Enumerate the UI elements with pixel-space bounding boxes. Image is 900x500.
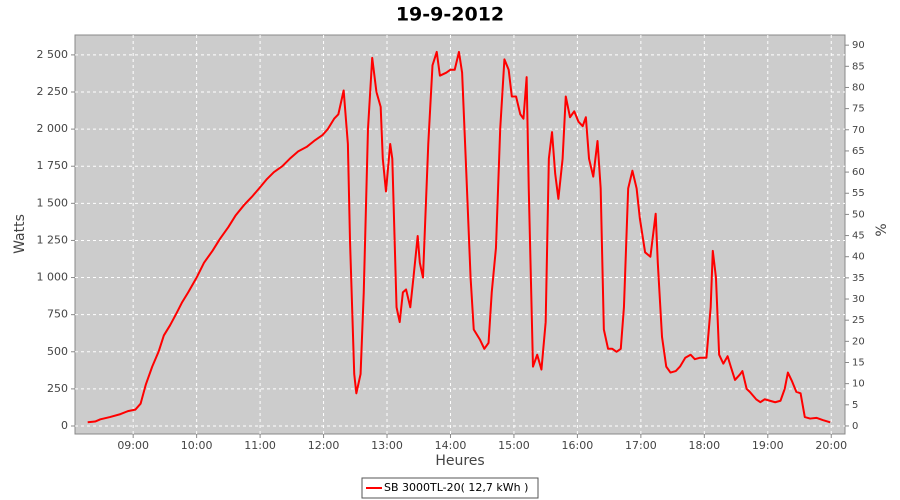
- y2-axis-label: %: [874, 223, 890, 236]
- y2-tick-label: 65: [852, 146, 865, 157]
- y-tick-label: 750: [47, 308, 68, 321]
- legend: [361, 477, 539, 499]
- y2-tick-label: 60: [852, 167, 865, 178]
- y-tick-label: 2 500: [37, 48, 69, 61]
- y-tick-label: 1 750: [37, 159, 69, 172]
- y2-tick-label: 15: [852, 357, 865, 368]
- x-tick-label: 16:00: [562, 439, 594, 452]
- y2-tick-label: 10: [852, 379, 865, 390]
- y-tick-label: 250: [47, 382, 68, 395]
- y2-tick-label: 25: [852, 315, 865, 326]
- y2-tick-label: 0: [852, 421, 858, 432]
- y2-tick-label: 40: [852, 252, 865, 263]
- y2-tick-label: 30: [852, 294, 865, 305]
- y2-tick-label: 20: [852, 336, 865, 347]
- y-tick-label: 1 250: [37, 233, 69, 246]
- chart-title: 19-9-2012: [396, 4, 504, 26]
- plot-area: [74, 34, 846, 435]
- y2-tick-label: 50: [852, 209, 865, 220]
- y-tick-label: 500: [47, 345, 68, 358]
- y2-tick-label: 75: [852, 104, 865, 115]
- y-tick-label: 1 000: [37, 271, 69, 284]
- x-tick-label: 15:00: [498, 439, 530, 452]
- y2-tick-label: 35: [852, 273, 865, 284]
- legend-label: SB 3000TL-20( 12,7 kWh ): [384, 481, 528, 494]
- x-tick-label: 12:00: [308, 439, 340, 452]
- y2-tick-label: 55: [852, 188, 865, 199]
- y2-tick-label: 5: [852, 400, 858, 411]
- y-axis-label: Watts: [12, 214, 28, 254]
- x-tick-label: 09:00: [117, 439, 149, 452]
- x-tick-label: 11:00: [244, 439, 276, 452]
- y2-tick-label: 85: [852, 61, 865, 72]
- x-tick-label: 14:00: [435, 439, 467, 452]
- x-tick-label: 18:00: [688, 439, 720, 452]
- x-tick-label: 17:00: [625, 439, 657, 452]
- x-axis-label: Heures: [435, 453, 484, 469]
- y-tick-label: 1 500: [37, 196, 69, 209]
- data-line: [87, 50, 831, 424]
- y-tick-label: 0: [61, 419, 68, 432]
- y2-tick-label: 70: [852, 125, 865, 136]
- y2-tick-label: 90: [852, 40, 865, 51]
- y-tick-label: 2 000: [37, 122, 69, 135]
- x-tick-label: 19:00: [752, 439, 784, 452]
- x-tick-label: 10:00: [181, 439, 213, 452]
- y-tick-label: 2 250: [37, 85, 69, 98]
- y2-tick-label: 80: [852, 82, 865, 93]
- x-tick-label: 20:00: [815, 439, 847, 452]
- x-tick-label: 13:00: [371, 439, 403, 452]
- y2-tick-label: 45: [852, 231, 865, 242]
